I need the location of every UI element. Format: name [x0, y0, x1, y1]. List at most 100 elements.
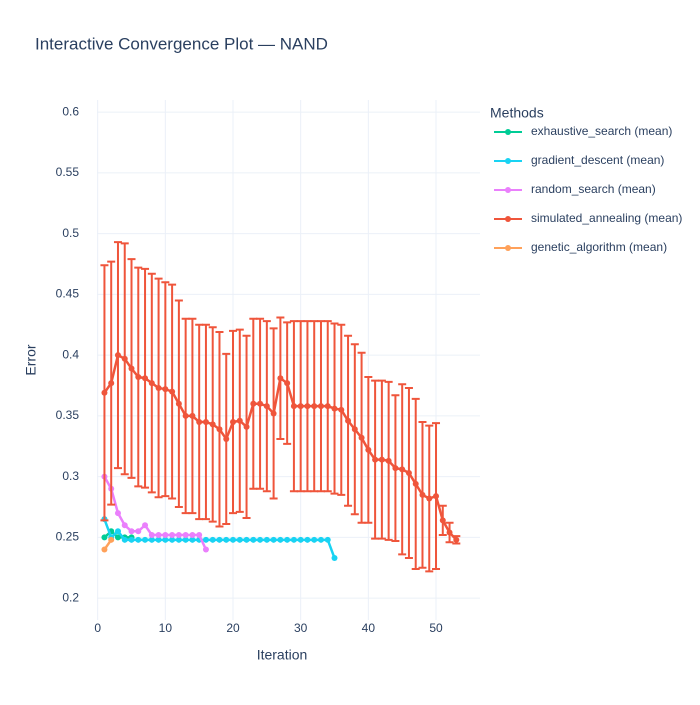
point — [155, 536, 162, 543]
point — [230, 418, 237, 425]
point — [182, 531, 189, 538]
y-tick-label: 0.4 — [62, 347, 79, 361]
x-tick-label: 30 — [294, 621, 308, 635]
point — [250, 400, 257, 407]
point — [169, 536, 176, 543]
point — [135, 536, 142, 543]
point — [230, 536, 237, 543]
point — [169, 531, 176, 538]
point — [439, 517, 446, 524]
point — [155, 384, 162, 391]
point — [304, 536, 311, 543]
point — [108, 536, 115, 543]
point — [175, 531, 182, 538]
point — [175, 400, 182, 407]
point — [189, 531, 196, 538]
point — [405, 469, 412, 476]
series-line — [103, 353, 458, 541]
point — [263, 403, 270, 410]
point — [189, 536, 196, 543]
x-tick-label: 40 — [362, 621, 376, 635]
point — [175, 536, 182, 543]
point — [324, 536, 331, 543]
point — [101, 389, 108, 396]
point — [148, 536, 155, 543]
point — [372, 456, 379, 463]
point — [453, 536, 460, 543]
point — [162, 386, 169, 393]
y-axis-title: Error — [23, 344, 39, 375]
point — [392, 465, 399, 472]
point — [311, 403, 318, 410]
point — [216, 426, 223, 433]
point — [378, 456, 385, 463]
point — [304, 403, 311, 410]
point — [148, 531, 155, 538]
chart-title: Interactive Convergence Plot — NAND — [35, 34, 328, 53]
point — [257, 400, 264, 407]
point — [202, 546, 209, 553]
legend-marker — [505, 245, 511, 251]
legend-label: simulated_annealing (mean) — [531, 211, 682, 225]
point — [162, 536, 169, 543]
y-tick-label: 0.35 — [56, 408, 80, 422]
point — [189, 412, 196, 419]
series-line — [103, 476, 208, 551]
point — [433, 493, 440, 500]
x-tick-label: 20 — [226, 621, 240, 635]
point — [345, 417, 352, 424]
point — [142, 375, 149, 382]
point — [101, 534, 108, 541]
point — [270, 536, 277, 543]
point — [121, 355, 128, 362]
point — [128, 365, 135, 372]
legend-label: exhaustive_search (mean) — [531, 124, 672, 138]
point — [135, 374, 142, 381]
point — [290, 536, 297, 543]
point — [243, 423, 250, 430]
y-tick-label: 0.45 — [56, 287, 80, 301]
point — [284, 380, 291, 387]
point — [290, 403, 297, 410]
legend-marker — [505, 129, 511, 135]
point — [121, 536, 128, 543]
point — [128, 528, 135, 535]
point — [114, 352, 121, 359]
point — [142, 522, 149, 529]
point — [324, 403, 331, 410]
point — [223, 536, 230, 543]
point — [209, 421, 216, 428]
point — [209, 536, 216, 543]
point — [162, 531, 169, 538]
point — [412, 480, 419, 487]
y-tick-label: 0.55 — [56, 165, 80, 179]
point — [114, 510, 121, 517]
point — [399, 466, 406, 473]
point — [128, 536, 135, 543]
point — [182, 412, 189, 419]
point — [135, 528, 142, 535]
point — [277, 375, 284, 382]
point — [270, 410, 277, 417]
point — [216, 536, 223, 543]
point — [311, 536, 318, 543]
point — [263, 536, 270, 543]
legend-label: genetic_algorithm (mean) — [531, 240, 667, 254]
point — [114, 534, 121, 541]
point — [243, 536, 250, 543]
point — [385, 457, 392, 464]
y-tick-label: 0.2 — [62, 590, 79, 604]
point — [148, 380, 155, 387]
point — [108, 380, 115, 387]
point — [426, 495, 433, 502]
x-tick-label: 0 — [94, 621, 101, 635]
point — [121, 522, 128, 529]
y-tick-label: 0.6 — [62, 104, 79, 118]
point — [236, 417, 243, 424]
legend-marker — [505, 216, 511, 222]
x-tick-label: 50 — [429, 621, 443, 635]
point — [196, 418, 203, 425]
point — [338, 406, 345, 413]
point — [196, 531, 203, 538]
point — [202, 536, 209, 543]
